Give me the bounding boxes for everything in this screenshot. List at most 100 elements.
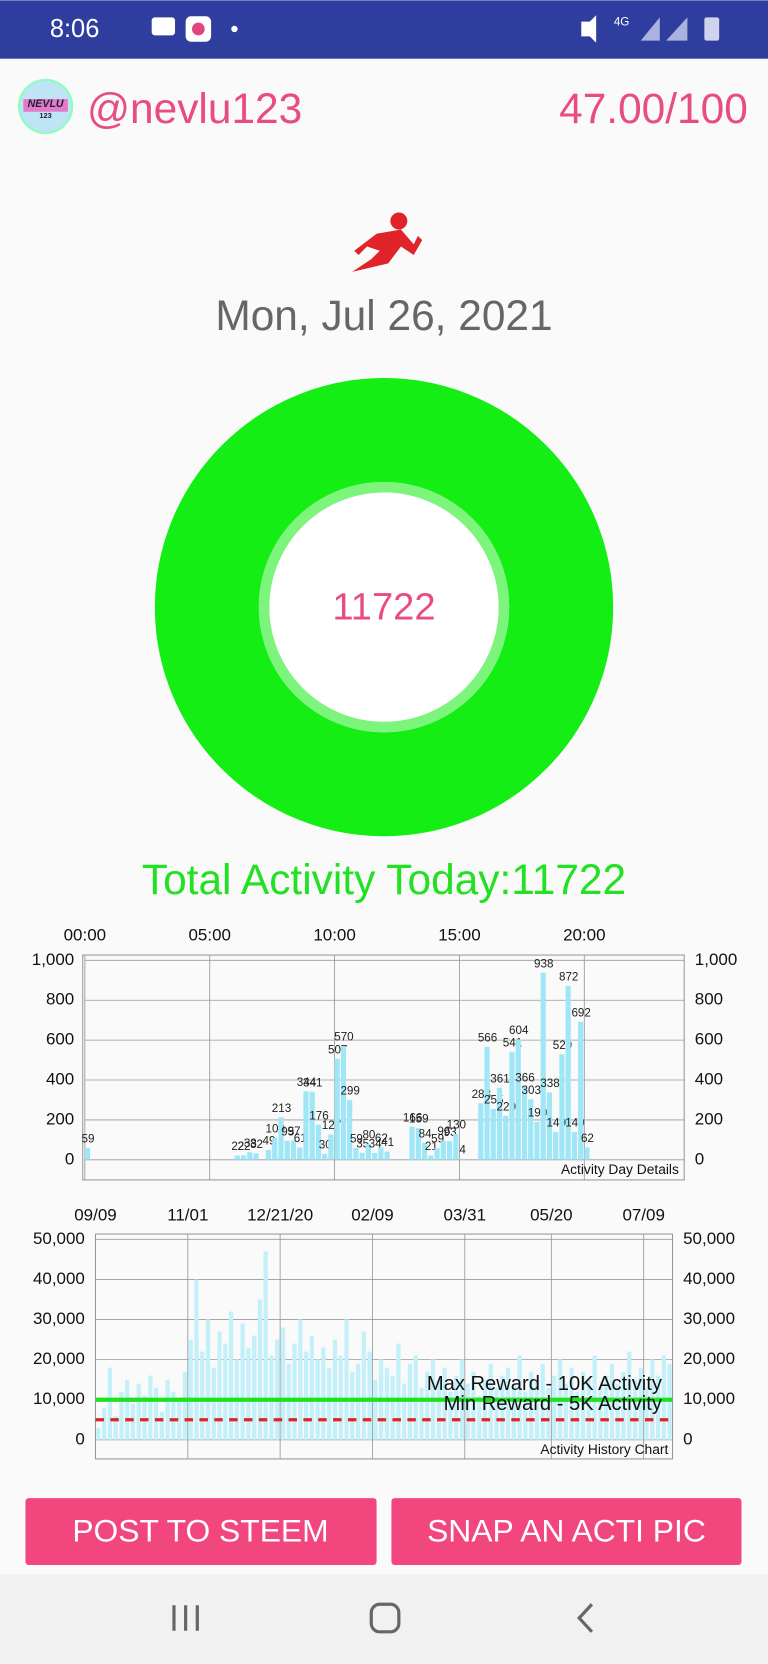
data-label: 62 xyxy=(375,1132,388,1145)
post-button[interactable] xyxy=(25,1498,377,1565)
runner-icon xyxy=(352,212,423,272)
bar xyxy=(246,1347,251,1440)
data-label: 22 xyxy=(238,1140,251,1153)
y-tick-label: 50,000 xyxy=(33,1229,85,1248)
data-label: 97 xyxy=(288,1125,301,1138)
battery-icon xyxy=(704,17,720,41)
bar xyxy=(211,1367,216,1440)
bar xyxy=(217,1331,222,1440)
bar xyxy=(101,1407,107,1440)
bar xyxy=(390,1375,395,1440)
bar xyxy=(200,1351,205,1440)
chart-annotation: Activity History Chart xyxy=(540,1442,668,1457)
bar xyxy=(565,985,571,1160)
snap-button-label[interactable]: SNAP AN ACTI PIC xyxy=(427,1513,706,1549)
home-button[interactable] xyxy=(369,1602,401,1634)
bar xyxy=(340,1046,347,1160)
bar xyxy=(482,1379,488,1440)
bar xyxy=(350,1371,355,1440)
recent-apps-button[interactable] xyxy=(172,1605,199,1631)
y-tick-label-right: 400 xyxy=(695,1069,723,1088)
bar xyxy=(446,1141,453,1160)
bar xyxy=(453,1375,459,1440)
bar xyxy=(523,1391,528,1440)
bar xyxy=(421,1143,428,1160)
bar xyxy=(384,1151,390,1160)
data-label: 4 xyxy=(459,1144,466,1157)
post-button-label[interactable]: POST TO STEEM xyxy=(72,1513,328,1549)
history-chart-frame xyxy=(94,1233,674,1460)
y-tick-label-right: 0 xyxy=(683,1429,692,1448)
back-button[interactable] xyxy=(577,1603,594,1633)
bar xyxy=(378,1147,384,1160)
status-bar xyxy=(0,0,768,59)
bar xyxy=(84,1148,91,1160)
data-label: 303 xyxy=(522,1084,541,1097)
bar xyxy=(315,1124,322,1160)
data-label: 213 xyxy=(272,1102,291,1115)
bar xyxy=(540,972,546,1160)
bar xyxy=(361,1331,366,1440)
bar xyxy=(505,1367,511,1440)
x-tick-label: 03/31 xyxy=(444,1205,486,1224)
bar xyxy=(586,1379,591,1440)
bar xyxy=(503,1115,509,1160)
bar xyxy=(494,1387,499,1440)
bar xyxy=(575,1391,580,1440)
bar xyxy=(188,1339,193,1440)
y-tick-label-right: 50,000 xyxy=(683,1229,735,1248)
y-tick-label-right: 800 xyxy=(695,990,723,1009)
bar xyxy=(546,1092,553,1160)
bar xyxy=(521,1086,528,1160)
bar xyxy=(604,1375,609,1440)
bar xyxy=(546,1387,551,1440)
app-icon-heart xyxy=(192,22,205,36)
x-tick-label: 05:00 xyxy=(188,925,230,944)
y-tick-label-right: 20,000 xyxy=(683,1349,735,1368)
x-tick-label: 15:00 xyxy=(438,925,480,944)
bar xyxy=(177,1399,182,1440)
y-tick-label: 10,000 xyxy=(33,1389,85,1408)
bar xyxy=(322,1153,328,1160)
bar xyxy=(459,1158,465,1160)
ring-center xyxy=(269,492,499,722)
bar xyxy=(153,1387,159,1440)
bar xyxy=(309,1091,315,1160)
data-label: 159 xyxy=(409,1113,428,1126)
bar xyxy=(478,1103,484,1160)
mute-icon xyxy=(581,15,597,43)
bar xyxy=(234,1155,240,1160)
bar xyxy=(584,1147,590,1160)
bar xyxy=(448,1391,453,1440)
snap-button[interactable] xyxy=(391,1498,742,1565)
data-label: 341 xyxy=(303,1076,322,1089)
y-tick-label: 600 xyxy=(46,1030,74,1049)
bar xyxy=(272,1138,278,1160)
bar xyxy=(580,1371,586,1440)
data-label: 361 xyxy=(490,1072,509,1085)
bar xyxy=(125,1379,130,1440)
bar xyxy=(534,1379,540,1440)
bar xyxy=(428,1155,434,1160)
total-activity: Total Activity Today:11722 xyxy=(142,856,626,903)
y-tick-label: 40,000 xyxy=(33,1269,85,1288)
y-tick-label-right: 30,000 xyxy=(683,1309,735,1328)
data-label: 59 xyxy=(350,1133,363,1146)
bar xyxy=(240,1323,245,1440)
bar xyxy=(334,1058,340,1160)
bar xyxy=(569,1367,574,1440)
data-label: 34 xyxy=(369,1138,382,1151)
bar xyxy=(529,1371,534,1440)
bar xyxy=(440,1140,446,1160)
data-label: 96 xyxy=(437,1125,450,1138)
bar xyxy=(275,1339,280,1440)
x-tick-label: 09/09 xyxy=(74,1205,116,1224)
bar xyxy=(442,1367,447,1440)
bar xyxy=(384,1367,390,1440)
data-label: 176 xyxy=(309,1109,328,1122)
bar xyxy=(290,1140,297,1160)
bar xyxy=(465,1383,470,1440)
data-label: 366 xyxy=(515,1071,534,1084)
ring-value: 11722 xyxy=(332,585,435,628)
